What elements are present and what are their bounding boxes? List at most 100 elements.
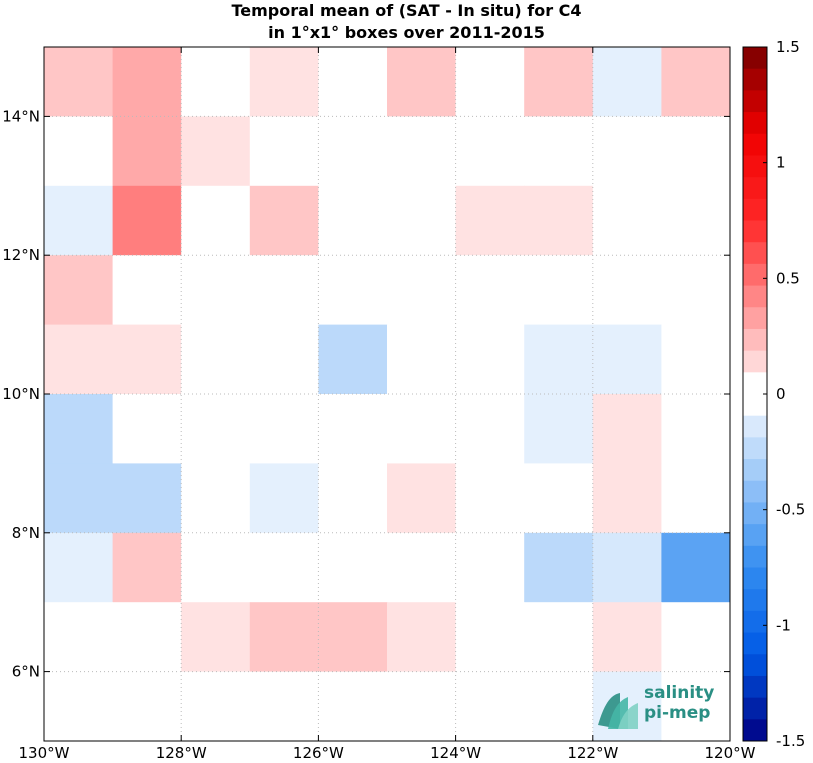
heatmap-cell	[455, 255, 525, 326]
heatmap-cell	[592, 324, 662, 395]
colorbar-segment	[743, 545, 767, 568]
colorbar-tick-label: 1	[776, 154, 786, 172]
heatmap-cell	[44, 394, 114, 464]
y-axis: 6°N 8°N 10°N 12°N 14°N	[2, 107, 730, 681]
colorbar-segment	[743, 177, 767, 200]
heatmap-cell	[524, 463, 594, 534]
heatmap-cell	[455, 394, 525, 464]
heatmap-cell	[181, 463, 251, 534]
x-tick-label: 120°W	[705, 744, 756, 762]
heatmap-cell	[661, 255, 731, 326]
heatmap-cell	[112, 394, 182, 464]
colorbar-segment	[743, 697, 767, 720]
heatmap-cell	[112, 671, 182, 742]
heatmap-cell	[524, 185, 594, 256]
heatmap-cell	[592, 116, 662, 187]
heatmap-cell	[249, 185, 319, 256]
y-tick-label: 6°N	[12, 663, 40, 681]
heatmap-cell	[661, 185, 731, 256]
heatmap-cell	[318, 185, 388, 256]
chart-title: Temporal mean of (SAT - In situ) for C4 …	[0, 0, 813, 44]
colorbar-segment	[743, 263, 767, 287]
heatmap-cell	[592, 463, 662, 534]
heatmap-cell	[44, 185, 114, 256]
heatmap-cell	[318, 116, 388, 187]
heatmap-cell	[455, 116, 525, 187]
heatmap-cell	[112, 116, 182, 187]
heatmap-cell	[387, 116, 457, 187]
heatmap-cell	[181, 324, 251, 395]
heatmap-cell	[592, 532, 662, 603]
heatmap-cell	[524, 532, 594, 603]
colorbar-segment	[743, 437, 767, 460]
heatmap-cell	[387, 394, 457, 464]
heatmap-cell	[387, 671, 457, 742]
heatmap-cell	[455, 671, 525, 742]
colorbar-tick-label: -1.5	[776, 732, 805, 750]
colorbar-segment	[743, 675, 767, 699]
heatmap-cell	[455, 463, 525, 534]
heatmap-cell	[318, 463, 388, 534]
heatmap-cell	[661, 47, 731, 117]
y-tick-label: 12°N	[2, 246, 40, 264]
logo-text-line-1: salinity	[644, 683, 715, 703]
heatmap-cell	[592, 185, 662, 256]
colorbar-segment	[743, 480, 767, 503]
colorbar-segment	[743, 198, 767, 221]
colorbar-segment	[743, 112, 767, 135]
colorbar: -1.5 -1 -0.5 0 0.5 1 1.5	[742, 38, 805, 750]
colorbar-segment	[743, 632, 767, 655]
heatmap-cell	[318, 671, 388, 742]
colorbar-segment	[743, 133, 767, 156]
heatmap-cell	[249, 602, 319, 673]
chart-title-line-2: in 1°x1° boxes over 2011-2015	[268, 23, 545, 42]
colorbar-segment	[743, 394, 767, 417]
colorbar-segment	[743, 589, 767, 612]
heatmap-cell	[524, 602, 594, 673]
colorbar-segment	[743, 524, 767, 547]
heatmap-cell	[181, 185, 251, 256]
x-tick-label: 124°W	[430, 744, 481, 762]
heatmap-cell	[318, 532, 388, 603]
colorbar-segment	[743, 68, 767, 91]
heatmap-cell	[387, 532, 457, 603]
colorbar-segment	[743, 350, 767, 373]
heatmap-cell	[181, 394, 251, 464]
x-tick-label: 126°W	[293, 744, 344, 762]
heatmap-cell	[318, 47, 388, 117]
colorbar-tick-label: 1.5	[776, 38, 800, 56]
colorbar-segment	[743, 90, 767, 113]
colorbar-segment	[743, 719, 767, 742]
heatmap-cell	[387, 185, 457, 256]
heatmap-cell	[661, 116, 731, 187]
heatmap-cell	[44, 671, 114, 742]
heatmap-cell	[455, 47, 525, 117]
heatmap-cells	[44, 47, 731, 742]
heatmap-cell	[181, 47, 251, 117]
heatmap-cell	[592, 47, 662, 117]
heatmap-cell	[112, 255, 182, 326]
heatmap-cell	[249, 47, 319, 117]
colorbar-segment	[743, 220, 767, 243]
x-tick-label: 122°W	[567, 744, 618, 762]
logo-text-line-2: pi-mep	[644, 703, 711, 723]
colorbar-segment	[743, 415, 767, 438]
heatmap-cell	[249, 324, 319, 395]
heatmap-cell	[661, 602, 731, 673]
colorbar-segment	[743, 502, 767, 525]
heatmap-cell	[661, 394, 731, 464]
heatmap-cell	[455, 324, 525, 395]
heatmap-cell	[44, 532, 114, 603]
heatmap-cell	[249, 463, 319, 534]
heatmap-cell	[318, 602, 388, 673]
heatmap-cell	[112, 47, 182, 117]
heatmap-cell	[455, 532, 525, 603]
heatmap-cell	[387, 602, 457, 673]
heatmap-cell	[524, 116, 594, 187]
heatmap-cell	[661, 463, 731, 534]
heatmap-cell	[181, 602, 251, 673]
heatmap-cell	[181, 671, 251, 742]
heatmap-cell	[44, 255, 114, 326]
heatmap-cell	[318, 255, 388, 326]
